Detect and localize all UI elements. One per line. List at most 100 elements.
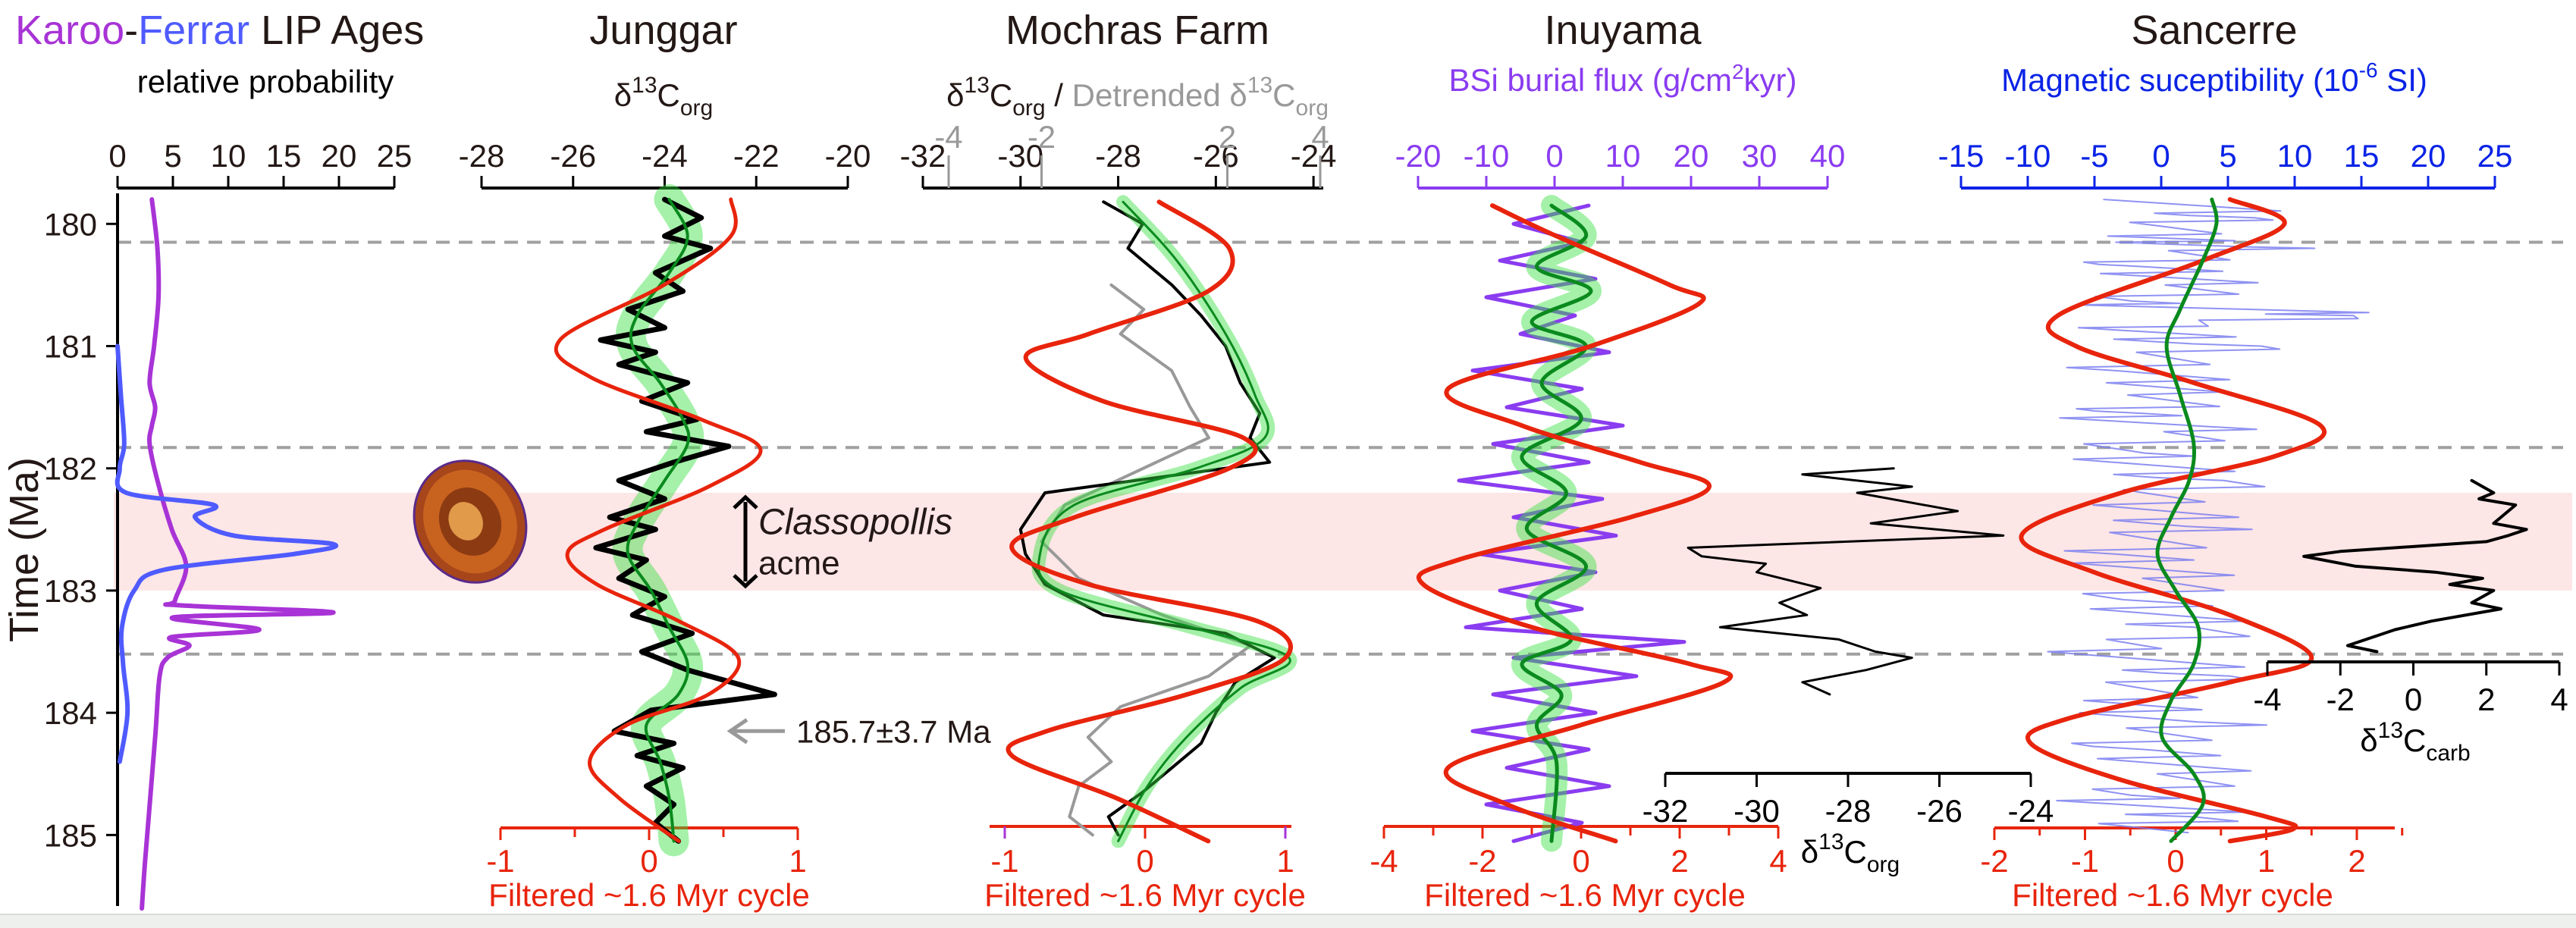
cycle-tick-label: -1 — [990, 843, 1018, 879]
acme-label-genus: Classopollis — [758, 502, 952, 542]
panel-karoo-ferrar: Karoo-Ferrar LIP Ages relative probabilit… — [15, 8, 424, 911]
bsi-axis-tick-label: -10 — [1464, 138, 1510, 174]
cycle-axis-label: Filtered ~1.6 Myr cycle — [984, 877, 1306, 913]
cycle-tick-label: -4 — [1370, 843, 1398, 879]
x-axis-label: Magnetic suceptibility (10-6 SI) — [2001, 58, 2427, 98]
detrended-tick-label: -4 — [934, 119, 962, 155]
cycle-axis-label: Filtered ~1.6 Myr cycle — [2012, 877, 2333, 913]
mag-axis-tick-label: 25 — [2477, 138, 2513, 174]
time-tick-label: 183 — [44, 573, 97, 609]
inset-axis-label: δ13Corg — [1801, 829, 1900, 877]
cycle-tick-label: 2 — [2348, 843, 2365, 879]
title-part-3: LIP Ages — [249, 8, 424, 53]
series-bsi-flux — [1457, 203, 1686, 843]
cycle-tick-label: 4 — [1769, 843, 1787, 879]
cycle-tick-label: -1 — [486, 843, 514, 879]
inset-tick-label: -2 — [2327, 682, 2355, 717]
panel-title: Karoo-Ferrar LIP Ages — [15, 8, 424, 53]
time-tick-label: 180 — [44, 206, 97, 242]
prob-axis-tick-label: 15 — [266, 138, 302, 174]
series-detrended — [1040, 283, 1253, 837]
prob-axis-tick-label: 25 — [377, 138, 413, 174]
bsi-axis-tick-label: 10 — [1605, 138, 1641, 174]
x-axis-label: relative probability — [137, 64, 394, 99]
mag-axis-tick-label: 15 — [2344, 138, 2380, 174]
age-annotation: 185.7±3.7 Ma — [796, 713, 991, 749]
panel-junggar: Junggar δ13Corg -28 -26 -24 -22 -20 -1 0 1Filtere… — [413, 8, 991, 913]
d13c-axis-tick-label: -24 — [642, 138, 688, 174]
series-trend — [1037, 200, 1291, 842]
cycle-axis-label: Filtered ~1.6 Myr cycle — [488, 877, 810, 913]
series-smoothed — [2155, 197, 2219, 843]
cycle-axis-label: Filtered ~1.6 Myr cycle — [1424, 877, 1746, 913]
arrow-down-icon — [733, 574, 758, 589]
d13c-axis-tick-label: -28 — [459, 138, 505, 174]
mag-axis-tick-label: 5 — [2219, 138, 2236, 174]
panel-title: Mochras Farm — [1006, 8, 1269, 53]
panel-title: Sancerre — [2131, 8, 2297, 53]
series-ferrar — [115, 343, 338, 764]
cycle-tick-label: 0 — [2167, 843, 2184, 879]
inset-tick-label: 2 — [2477, 682, 2495, 717]
time-axis-label: Time (Ma) — [2, 457, 47, 642]
inset-tick-label: -4 — [2253, 682, 2281, 717]
bsi-axis-tick-label: 30 — [1742, 138, 1777, 174]
prob-axis-tick-label: 20 — [322, 138, 357, 174]
bsi-axis-tick-label: 40 — [1810, 138, 1846, 174]
pollen-core — [448, 502, 483, 541]
bsi-axis-tick-label: 0 — [1545, 138, 1563, 174]
time-tick-label: 181 — [44, 329, 97, 365]
mag-axis-tick-label: 0 — [2152, 138, 2170, 174]
time-tick-label: 184 — [44, 695, 97, 731]
detrended-tick-label: 2 — [1219, 119, 1236, 155]
inset-tick-label: 0 — [2405, 682, 2422, 717]
d13c-axis-tick-label: -32 — [900, 138, 946, 174]
cycle-tick-label: 0 — [1572, 843, 1589, 879]
series-smoothed — [1520, 203, 1593, 843]
series-raw — [593, 196, 777, 844]
inset-tick-label: 4 — [2550, 682, 2568, 717]
series-d13c-org — [1018, 200, 1276, 837]
x-axis-label: BSi burial flux (g/cm2kyr) — [1448, 60, 1796, 98]
arrow-left-icon — [726, 718, 748, 745]
acme-label: acme — [758, 544, 840, 582]
series-filtered-cycle — [1006, 199, 1293, 844]
cycle-tick-label: 0 — [1136, 843, 1153, 879]
title-part-0: Karoo — [15, 8, 124, 53]
cycle-tick-label: 0 — [640, 843, 657, 879]
d13c-axis-tick-label: -20 — [825, 138, 871, 174]
detrended-tick-label: 4 — [1311, 119, 1329, 155]
cycle-tick-label: 1 — [2258, 843, 2275, 879]
panel-sancerre: Sancerre Magnetic suceptibility (10-6 SI)… — [1938, 8, 2568, 913]
title-part-2: Ferrar — [138, 8, 249, 53]
detrended-tick-label: -2 — [1028, 119, 1056, 155]
time-tick-label: 185 — [44, 817, 97, 853]
d13c-axis-tick-label: -30 — [997, 138, 1043, 174]
series-karoo — [140, 197, 336, 911]
d13c-axis-tick-label: -24 — [1291, 138, 1337, 174]
bsi-axis-tick-label: -20 — [1395, 138, 1442, 174]
series-inset-d13c-org — [1686, 467, 2005, 696]
title-part-1: - — [124, 8, 138, 53]
d13c-axis-tick-label: -26 — [550, 138, 596, 174]
prob-axis-tick-label: 0 — [108, 138, 126, 174]
inset-tick-label: -30 — [1734, 793, 1780, 829]
cycle-tick-label: 2 — [1671, 843, 1688, 879]
time-axis: 180 181 182 183 184 185 Time (Ma) — [2, 193, 119, 906]
inset-tick-label: -24 — [2008, 793, 2054, 829]
d13c-axis-tick-label: -28 — [1095, 138, 1141, 174]
time-tick-label: 182 — [44, 451, 97, 487]
series-inset-d13c-carb — [2302, 478, 2528, 654]
prob-axis-tick-label: 10 — [211, 138, 246, 174]
series-smoothed — [626, 198, 691, 843]
mag-axis-tick-label: 20 — [2411, 138, 2446, 174]
d13c-axis-tick-label: -22 — [733, 138, 780, 174]
inset-tick-label: -32 — [1643, 793, 1689, 829]
inset-tick-label: -26 — [1916, 793, 1963, 829]
cycle-tick-label: 1 — [1276, 843, 1294, 879]
arrow-up-icon — [733, 494, 758, 509]
mag-axis-tick-label: -5 — [2080, 138, 2108, 174]
mag-axis-tick-label: 10 — [2277, 138, 2313, 174]
cycle-tick-label: -1 — [2071, 843, 2099, 879]
